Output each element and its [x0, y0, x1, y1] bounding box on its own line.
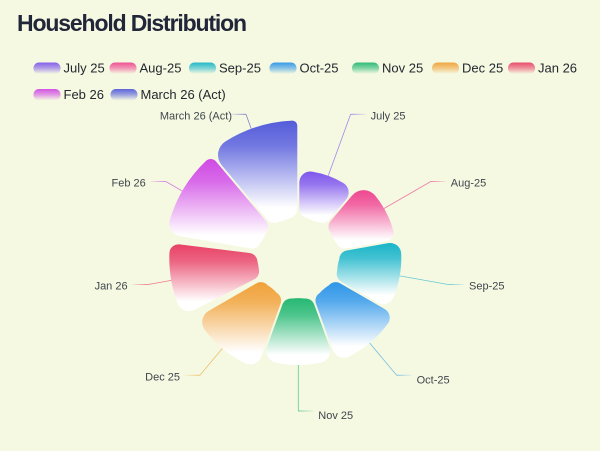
svg-text:March 26 (Act): March 26 (Act)	[160, 110, 232, 122]
svg-text:Dec 25: Dec 25	[145, 371, 180, 383]
svg-text:Feb 26: Feb 26	[64, 87, 104, 102]
svg-text:Jan 26: Jan 26	[538, 61, 577, 76]
svg-text:July 25: July 25	[371, 110, 406, 122]
svg-text:Oct-25: Oct-25	[417, 374, 450, 386]
svg-text:Dec 25: Dec 25	[462, 61, 503, 76]
svg-text:Aug-25: Aug-25	[451, 178, 486, 190]
svg-text:Jan 26: Jan 26	[95, 281, 128, 293]
svg-text:Aug-25: Aug-25	[140, 61, 182, 76]
svg-text:Household Distribution: Household Distribution	[17, 10, 246, 36]
svg-text:March 26 (Act): March 26 (Act)	[141, 87, 226, 102]
svg-text:Nov 25: Nov 25	[318, 410, 353, 422]
svg-text:July 25: July 25	[64, 61, 105, 76]
svg-text:Sep-25: Sep-25	[219, 61, 261, 76]
svg-text:Feb 26: Feb 26	[112, 178, 146, 190]
svg-text:Nov 25: Nov 25	[382, 61, 423, 76]
svg-text:Oct-25: Oct-25	[300, 61, 339, 76]
svg-text:Sep-25: Sep-25	[469, 281, 504, 293]
